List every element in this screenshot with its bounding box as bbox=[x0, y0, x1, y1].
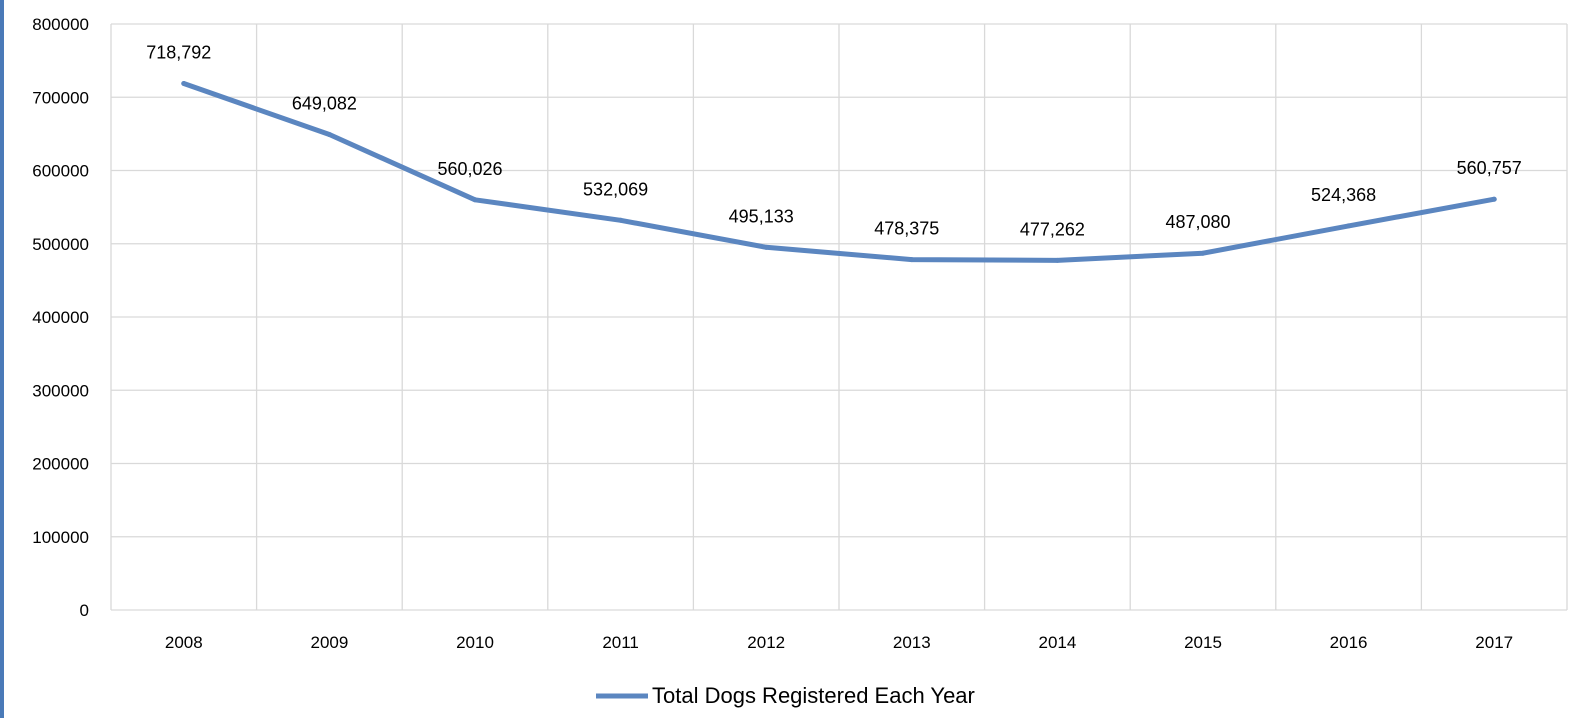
y-tick-label-100000: 100000 bbox=[32, 528, 89, 547]
data-label-2015: 487,080 bbox=[1165, 212, 1230, 232]
y-tick-label-500000: 500000 bbox=[32, 235, 89, 254]
data-label-2013: 478,375 bbox=[874, 219, 939, 239]
series-line bbox=[181, 81, 1497, 263]
x-tick-label-2017: 2017 bbox=[1475, 633, 1513, 652]
data-point-2017 bbox=[1491, 196, 1497, 202]
data-point-2008 bbox=[181, 80, 187, 86]
data-label-2011: 532,069 bbox=[583, 179, 648, 199]
y-tick-label-800000: 800000 bbox=[32, 15, 89, 34]
x-axis-tick-labels: 2008 2009 2010 2011 2012 2013 2014 2015 2016 2017 bbox=[165, 633, 1513, 652]
x-tick-label-2008: 2008 bbox=[165, 633, 203, 652]
data-point-2011 bbox=[618, 217, 624, 223]
x-tick-label-2013: 2013 bbox=[893, 633, 931, 652]
y-tick-label-700000: 700000 bbox=[32, 88, 89, 107]
data-label-2014: 477,262 bbox=[1020, 219, 1085, 239]
data-label-2012: 495,133 bbox=[729, 206, 794, 226]
data-point-2013 bbox=[909, 257, 915, 263]
left-border bbox=[0, 0, 4, 718]
y-tick-label-600000: 600000 bbox=[32, 162, 89, 181]
data-point-2009 bbox=[326, 132, 332, 138]
y-axis-tick-labels: 0 100000 200000 300000 400000 500000 600000 700… bbox=[32, 15, 89, 620]
x-tick-label-2012: 2012 bbox=[747, 633, 785, 652]
x-tick-label-2015: 2015 bbox=[1184, 633, 1222, 652]
y-tick-label-200000: 200000 bbox=[32, 455, 89, 474]
y-tick-label-300000: 300000 bbox=[32, 381, 89, 400]
x-tick-label-2009: 2009 bbox=[310, 633, 348, 652]
data-label-2010: 560,026 bbox=[437, 159, 502, 179]
data-point-2015 bbox=[1200, 250, 1206, 256]
data-point-2014 bbox=[1054, 257, 1060, 263]
y-tick-label-400000: 400000 bbox=[32, 308, 89, 327]
x-tick-label-2016: 2016 bbox=[1330, 633, 1368, 652]
vertical-gridlines bbox=[110, 24, 1568, 610]
data-point-2010 bbox=[472, 197, 478, 203]
data-label-2009: 649,082 bbox=[292, 94, 357, 114]
series-total-dogs bbox=[181, 80, 1497, 263]
x-tick-label-2010: 2010 bbox=[456, 633, 494, 652]
y-tick-label-0: 0 bbox=[80, 601, 89, 620]
data-label-2017: 560,757 bbox=[1457, 158, 1522, 178]
data-labels: 718,792 649,082 560,026 532,069 495,133 478,3… bbox=[146, 42, 1521, 239]
legend-label: Total Dogs Registered Each Year bbox=[652, 683, 975, 708]
x-tick-label-2011: 2011 bbox=[602, 633, 639, 652]
data-label-2008: 718,792 bbox=[146, 42, 211, 62]
legend: Total Dogs Registered Each Year bbox=[596, 683, 975, 708]
x-tick-label-2014: 2014 bbox=[1038, 633, 1076, 652]
data-label-2016: 524,368 bbox=[1311, 185, 1376, 205]
data-point-2016 bbox=[1346, 223, 1352, 229]
data-point-2012 bbox=[763, 244, 769, 250]
horizontal-gridlines bbox=[111, 23, 1567, 611]
